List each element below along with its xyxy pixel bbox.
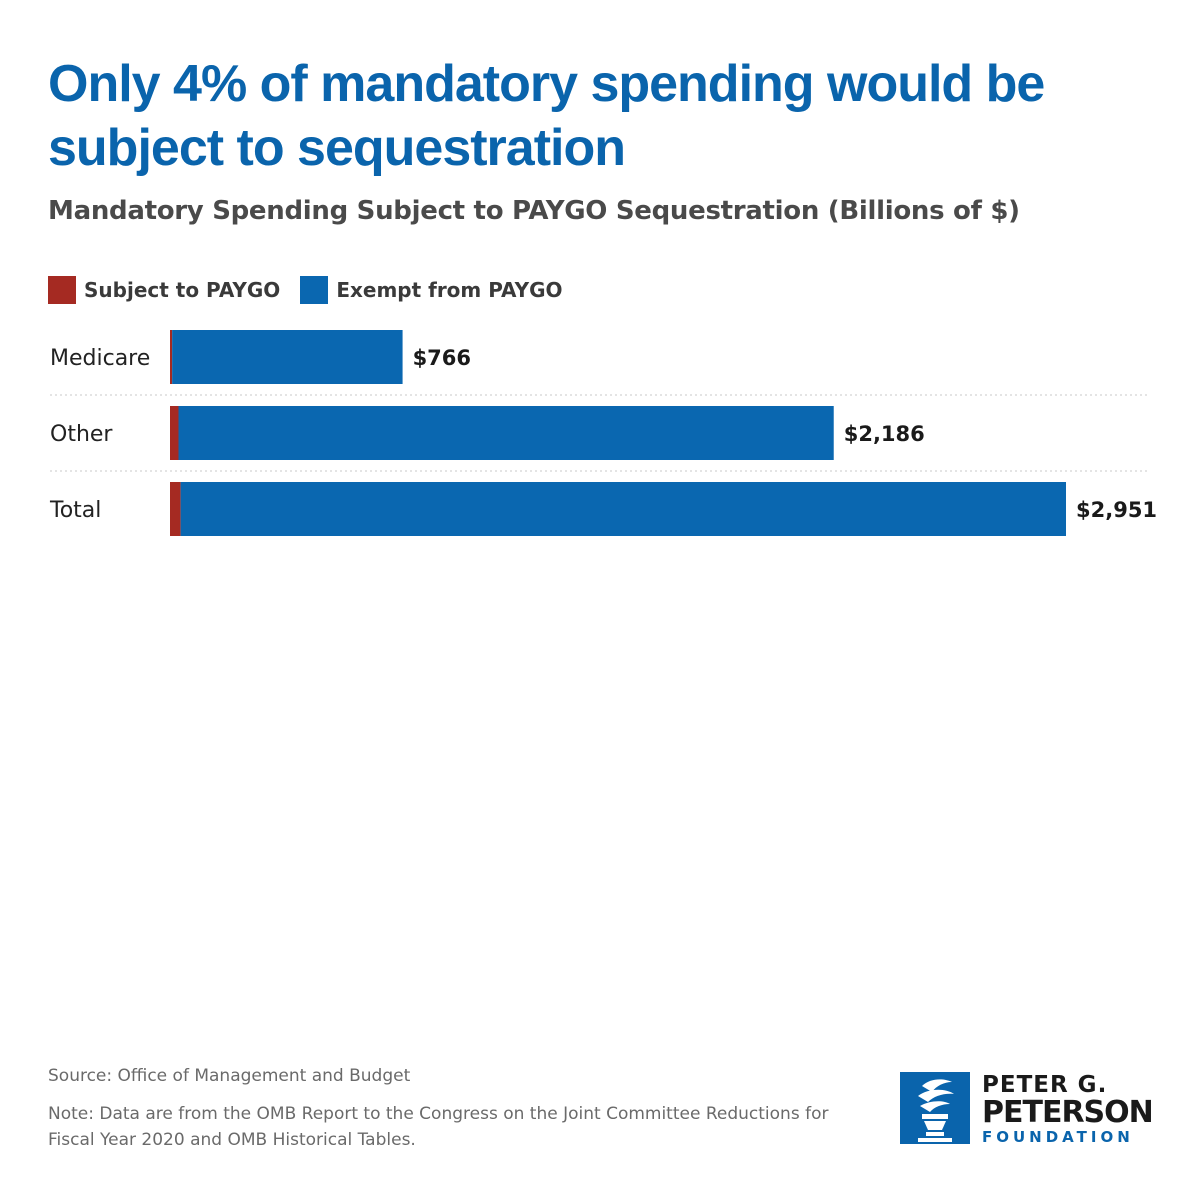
bar-total-subject-to-paygo <box>170 482 181 536</box>
bar-other-exempt-from-paygo <box>178 406 834 460</box>
logo-line-2: PETERSON <box>982 1095 1154 1130</box>
value-label-total: $2,951 <box>1076 498 1157 522</box>
legend: Subject to PAYGO Exempt from PAYGO <box>48 276 583 304</box>
value-label-medicare: $766 <box>413 346 471 370</box>
peterson-foundation-logo: PETER G. PETERSON FOUNDATION <box>900 1072 1160 1148</box>
category-label-total: Total <box>49 498 101 523</box>
logo-line-1: PETER G. <box>982 1072 1108 1098</box>
legend-item-subject: Subject to PAYGO <box>48 276 280 304</box>
category-label-medicare: Medicare <box>50 346 150 371</box>
category-label-other: Other <box>50 422 113 447</box>
logo-line-3: FOUNDATION <box>982 1128 1134 1146</box>
bar-total-exempt-from-paygo <box>180 482 1067 536</box>
bar-chart: Medicare $766 Other $2,186 Total $2,951 <box>49 330 1157 536</box>
torch-icon <box>900 1072 970 1144</box>
bar-medicare-subject-to-paygo <box>170 330 173 384</box>
bar-medicare-exempt-from-paygo <box>172 330 403 384</box>
legend-swatch-subject <box>48 276 76 304</box>
legend-item-exempt: Exempt from PAYGO <box>300 276 563 304</box>
bar-other-subject-to-paygo <box>170 406 179 460</box>
legend-label-exempt: Exempt from PAYGO <box>336 278 563 302</box>
legend-swatch-exempt <box>300 276 329 304</box>
chart-subtitle: Mandatory Spending Subject to PAYGO Sequ… <box>48 196 1020 226</box>
chart-title: Only 4% of mandatory spending would be s… <box>48 55 1045 177</box>
source-note: Source: Office of Management and Budget <box>48 1066 411 1086</box>
logo-wordmark: PETER G. PETERSON FOUNDATION <box>982 1072 1154 1146</box>
value-label-other: $2,186 <box>844 422 925 446</box>
legend-label-subject: Subject to PAYGO <box>84 278 281 302</box>
data-note: Note: Data are from the OMB Report to th… <box>48 1104 829 1150</box>
